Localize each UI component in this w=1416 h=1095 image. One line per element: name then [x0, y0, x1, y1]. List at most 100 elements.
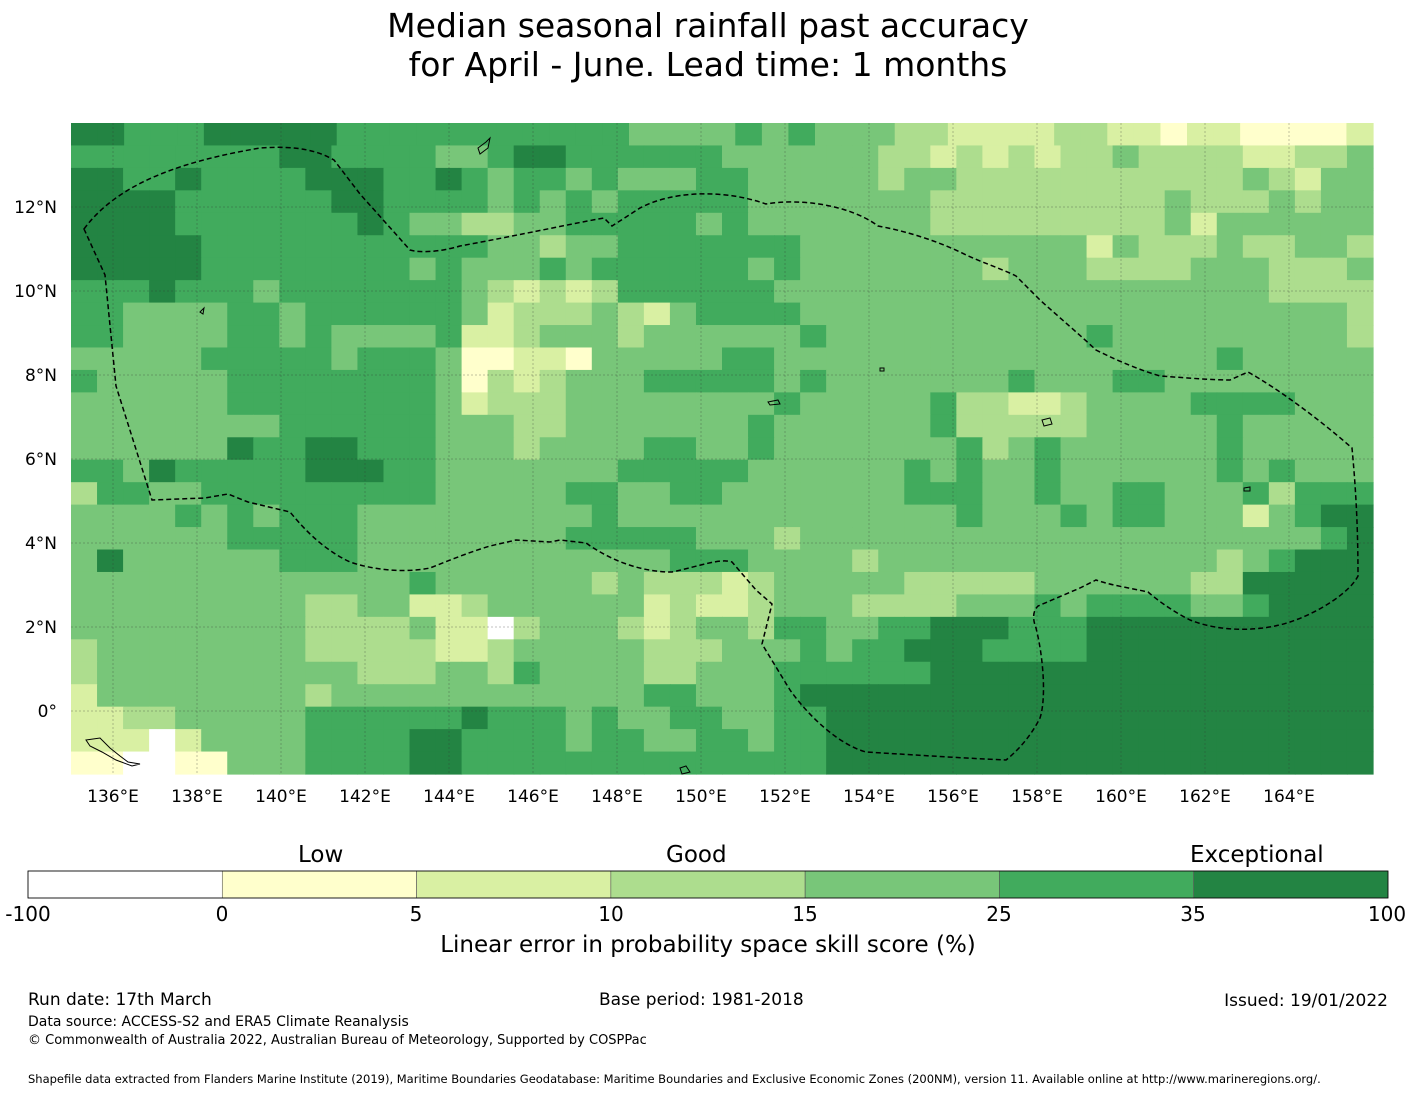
- grid-cell: [956, 145, 983, 169]
- grid-cell: [1034, 459, 1062, 483]
- grid-cell: [331, 706, 359, 730]
- grid-cell: [815, 123, 843, 147]
- grid-cell: [878, 482, 905, 506]
- colorbar-tick: 100: [1367, 902, 1407, 926]
- grid-cell: [1164, 347, 1192, 371]
- grid-cell: [1112, 684, 1140, 708]
- grid-cell: [1008, 167, 1036, 191]
- grid-cell: [982, 594, 1010, 618]
- grid-cell: [565, 392, 593, 416]
- grid-cell: [826, 302, 853, 326]
- grid-cell: [97, 661, 124, 685]
- grid-cell: [669, 639, 697, 663]
- grid-cell: [1268, 190, 1296, 214]
- grid-cell: [982, 706, 1010, 730]
- grid-cell: [461, 594, 489, 618]
- grid-cell: [617, 145, 645, 169]
- grid-cell: [487, 504, 515, 528]
- grid-cell: [930, 392, 957, 416]
- grid-cell: [1086, 392, 1114, 416]
- grid-cell: [149, 145, 176, 169]
- grid-cell: [331, 594, 359, 618]
- grid-cell: [357, 325, 385, 349]
- grid-cell: [956, 616, 983, 640]
- grid-cell: [305, 549, 332, 573]
- grid-cell: [97, 549, 124, 573]
- grid-cell: [800, 212, 827, 236]
- grid-cell: [617, 257, 645, 281]
- grid-cell: [253, 706, 280, 730]
- grid-cell: [383, 459, 411, 483]
- grid-cell: [1293, 123, 1321, 147]
- grid-cell: [461, 392, 489, 416]
- grid-cell: [800, 325, 827, 349]
- grid-cell: [1086, 347, 1114, 371]
- grid-cell: [513, 414, 541, 438]
- grid-cell: [722, 706, 749, 730]
- grid-cell: [1268, 280, 1296, 304]
- grid-cell: [149, 257, 176, 281]
- grid-cell: [748, 594, 775, 618]
- grid-cell: [539, 729, 567, 753]
- colorbar-segment: [804, 870, 1000, 899]
- grid-cell: [1346, 684, 1374, 708]
- grid-cell: [982, 257, 1010, 281]
- grid-cell: [655, 123, 683, 147]
- grid-cell: [227, 459, 254, 483]
- grid-cell: [565, 639, 593, 663]
- grid-cell: [123, 639, 150, 663]
- grid-cell: [643, 751, 671, 775]
- grid-cell: [852, 302, 879, 326]
- grid-cell: [357, 280, 385, 304]
- grid-cell: [97, 751, 124, 775]
- grid-cell: [279, 751, 306, 775]
- grid-cell: [1008, 751, 1036, 775]
- grid-cell: [383, 504, 411, 528]
- grid-cell: [487, 661, 515, 685]
- grid-cell: [565, 212, 593, 236]
- grid-cell: [487, 571, 515, 596]
- grid-cell: [1190, 190, 1218, 214]
- latitude-label: 4°N: [25, 534, 57, 554]
- grid-cell: [565, 729, 593, 753]
- grid-cell: [565, 706, 593, 730]
- grid-cell: [1346, 325, 1374, 349]
- grid-cell: [71, 549, 98, 573]
- grid-cell: [565, 571, 593, 596]
- grid-cell: [800, 280, 827, 304]
- grid-cell: [1268, 302, 1296, 326]
- grid-cell: [357, 751, 385, 775]
- grid-cell: [841, 123, 869, 147]
- grid-cell: [748, 190, 775, 214]
- grid-cell: [331, 145, 359, 169]
- grid-cell: [97, 212, 124, 236]
- grid-cell: [669, 392, 697, 416]
- grid-cell: [591, 729, 619, 753]
- grid-cell: [227, 706, 254, 730]
- grid-cell: [409, 347, 437, 371]
- grid-cell: [253, 257, 280, 281]
- grid-cell: [227, 145, 254, 169]
- grid-cell: [774, 751, 801, 775]
- grid-cell: [175, 571, 202, 596]
- grid-cell: [513, 684, 541, 708]
- grid-cell: [617, 190, 645, 214]
- grid-cell: [956, 325, 983, 349]
- grid-cell: [956, 414, 983, 438]
- grid-cell: [852, 212, 879, 236]
- grid-cell: [97, 235, 124, 259]
- grid-cell: [1086, 167, 1114, 191]
- grid-cell: [722, 190, 749, 214]
- grid-cell: [669, 369, 697, 393]
- grid-cell: [930, 167, 957, 191]
- grid-cell: [1268, 482, 1296, 506]
- grid-cell: [643, 684, 671, 708]
- eez-boundary-palau: [83, 146, 1359, 761]
- grid-cell: [565, 751, 593, 775]
- grid-cell: [956, 684, 983, 708]
- grid-cell: [1164, 751, 1192, 775]
- grid-cell: [357, 302, 385, 326]
- grid-cell: [1268, 549, 1296, 573]
- grid-cell: [930, 549, 957, 573]
- grid-cell: [826, 167, 853, 191]
